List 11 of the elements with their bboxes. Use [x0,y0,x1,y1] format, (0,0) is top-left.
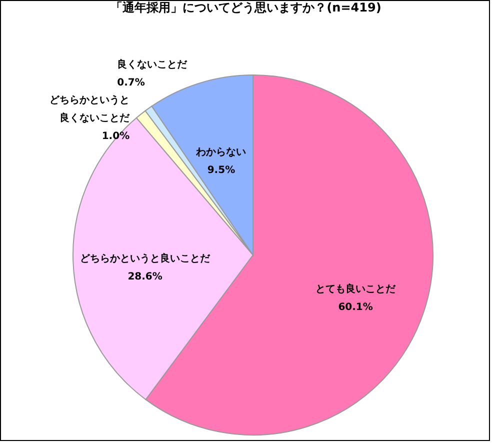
slice-label: どちらかというと良くないことだ [50,95,131,124]
data-label: 60.1% [338,302,373,313]
slice-label: とても良いことだ [316,282,397,295]
data-label: 0.7% [117,77,145,88]
slice-label: 良くないことだ [117,58,188,70]
data-label: 28.6% [128,272,162,283]
slice-label: どちらかというと良いことだ [80,252,212,265]
chart-title: 「通年採用」についてどう思いますか？(n=419) [110,0,382,14]
slice-label: わからない [195,146,246,158]
data-label: 1.0% [102,131,130,142]
data-label: 9.5% [207,164,236,176]
